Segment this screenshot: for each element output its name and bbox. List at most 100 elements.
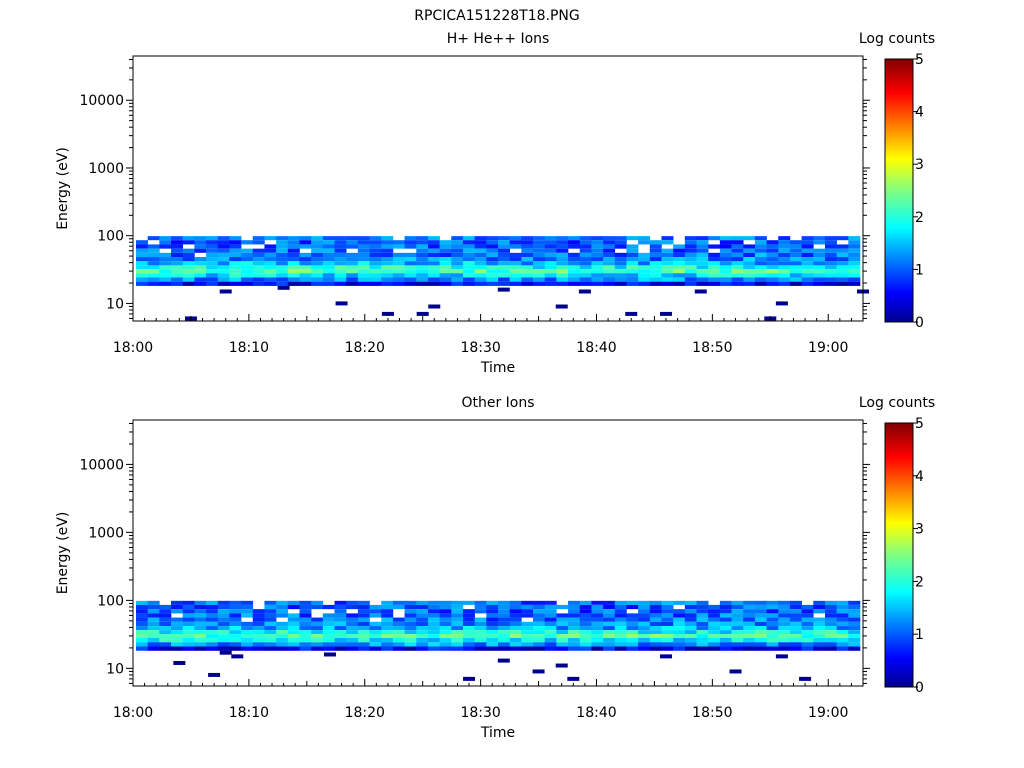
spectrogram-cell bbox=[147, 257, 160, 262]
colorbar-tick-label: 1 bbox=[915, 627, 924, 643]
spectrogram-cell bbox=[614, 613, 627, 618]
spectrogram-cell bbox=[684, 236, 697, 241]
spectrogram-cell bbox=[579, 281, 592, 286]
spectrogram-cell bbox=[194, 626, 207, 631]
spectrogram-cell bbox=[264, 277, 277, 282]
spectrogram-cell bbox=[754, 646, 767, 651]
spectrogram-cell bbox=[404, 630, 417, 635]
spectrogram-cell bbox=[568, 621, 581, 627]
spectrogram-cell bbox=[451, 248, 464, 253]
spectrogram-cell bbox=[591, 604, 604, 610]
spectrogram-cell bbox=[649, 617, 662, 622]
spectrogram-cell bbox=[603, 617, 616, 622]
spectrogram-cell bbox=[743, 236, 756, 241]
spectrogram-cell bbox=[334, 277, 347, 282]
colorbar-tick-label: 4 bbox=[915, 105, 924, 121]
spectrogram-cell bbox=[159, 252, 172, 258]
spectrogram-cell bbox=[533, 277, 546, 282]
spectrogram-cell bbox=[451, 252, 464, 258]
x-tick-label: 18:50 bbox=[692, 705, 732, 721]
spectrogram-cell bbox=[789, 604, 802, 610]
spectrogram-cell bbox=[789, 257, 802, 262]
y-tick-label: 10000 bbox=[79, 457, 124, 473]
spectrogram-cell bbox=[603, 261, 616, 266]
spectrogram-cell bbox=[509, 634, 522, 639]
spectrogram-cell bbox=[427, 621, 440, 627]
spectrogram-cell bbox=[696, 634, 709, 639]
spectrogram-cell bbox=[824, 281, 837, 286]
spectrogram-cell bbox=[229, 240, 242, 245]
spectrogram-cell bbox=[217, 273, 230, 278]
spectrogram-cell bbox=[509, 600, 522, 605]
spectrogram-cell bbox=[276, 273, 289, 278]
spectrogram-cell bbox=[171, 646, 184, 651]
spectrogram-cell bbox=[171, 617, 184, 622]
spectrogram-cell bbox=[731, 240, 744, 245]
spectrogram-cell bbox=[264, 248, 277, 253]
spectrogram-cell bbox=[474, 630, 487, 635]
spectrogram-cell bbox=[404, 261, 417, 266]
spectrogram-cell bbox=[229, 630, 242, 635]
spectrogram-cell bbox=[533, 642, 546, 647]
spectrogram-cell bbox=[789, 269, 802, 274]
spectrogram-cell bbox=[451, 604, 464, 610]
spectrogram-cell bbox=[731, 236, 744, 241]
spectrogram-cell bbox=[556, 634, 569, 639]
spectrogram-cell bbox=[591, 613, 604, 618]
spectrogram-cell bbox=[754, 244, 767, 249]
spectrogram-cell bbox=[684, 630, 697, 635]
spectrogram-cell bbox=[544, 646, 557, 651]
spectrogram-cell bbox=[427, 269, 440, 274]
spectrogram-cell bbox=[194, 240, 207, 245]
spectrogram-cell bbox=[182, 273, 195, 278]
spectrogram-cell bbox=[801, 257, 814, 262]
spectrogram-cell bbox=[171, 277, 184, 282]
spectrogram-cell bbox=[626, 621, 639, 627]
spectrogram-cell bbox=[743, 277, 756, 282]
spectrogram-cell bbox=[533, 257, 546, 262]
spectrogram-cell bbox=[206, 240, 219, 245]
spectrogram-cell bbox=[498, 642, 510, 647]
spectrogram-cell bbox=[766, 265, 779, 270]
spectrogram-cell bbox=[416, 630, 429, 635]
spectrogram-cell bbox=[684, 613, 697, 618]
spectrogram-cell bbox=[673, 261, 686, 266]
spectrogram-cell bbox=[346, 638, 359, 643]
spectrogram-cell bbox=[264, 281, 277, 286]
x-axis-label: Time bbox=[480, 725, 515, 741]
spectrogram-cell bbox=[322, 630, 335, 635]
spectrogram-cell bbox=[556, 248, 569, 253]
spectrogram-cell bbox=[206, 638, 219, 643]
spectrogram-cell bbox=[287, 265, 300, 270]
spectrogram-cell bbox=[848, 600, 861, 605]
spectrogram-cell bbox=[696, 240, 709, 245]
spectrogram-cell bbox=[836, 646, 849, 651]
spectrogram-cell bbox=[684, 277, 697, 282]
spectrogram-cell bbox=[824, 626, 837, 631]
spectrogram-cell bbox=[416, 252, 429, 258]
spectrogram-cell bbox=[416, 646, 429, 651]
spectrogram-cell bbox=[381, 600, 394, 605]
spectrogram-cell bbox=[509, 265, 522, 270]
spectrogram-cell bbox=[287, 269, 300, 274]
spectrogram-cell bbox=[556, 277, 569, 282]
spectrogram-cell bbox=[416, 626, 429, 631]
spectrogram-cell bbox=[287, 646, 300, 651]
x-tick-label: 18:10 bbox=[229, 705, 269, 721]
spectrogram-cell bbox=[439, 621, 452, 627]
spectrogram-cell bbox=[836, 257, 849, 262]
spectrogram-cell bbox=[427, 281, 440, 286]
spectrogram-cell bbox=[719, 617, 732, 622]
spectrogram-cell bbox=[556, 613, 569, 618]
spectrogram-cell bbox=[322, 613, 335, 618]
spectrogram-cell bbox=[229, 609, 242, 614]
spectrogram-cell bbox=[264, 613, 277, 618]
spectrogram-cell bbox=[696, 638, 709, 643]
spectrogram-cell bbox=[708, 642, 721, 647]
spectrogram-cell bbox=[194, 600, 207, 605]
spectrogram-cell bbox=[369, 621, 382, 627]
spectrogram-cell bbox=[346, 617, 359, 622]
spectrogram-cell bbox=[708, 273, 721, 278]
spectrogram-cell bbox=[241, 604, 254, 610]
spectrogram-cell bbox=[731, 277, 744, 282]
